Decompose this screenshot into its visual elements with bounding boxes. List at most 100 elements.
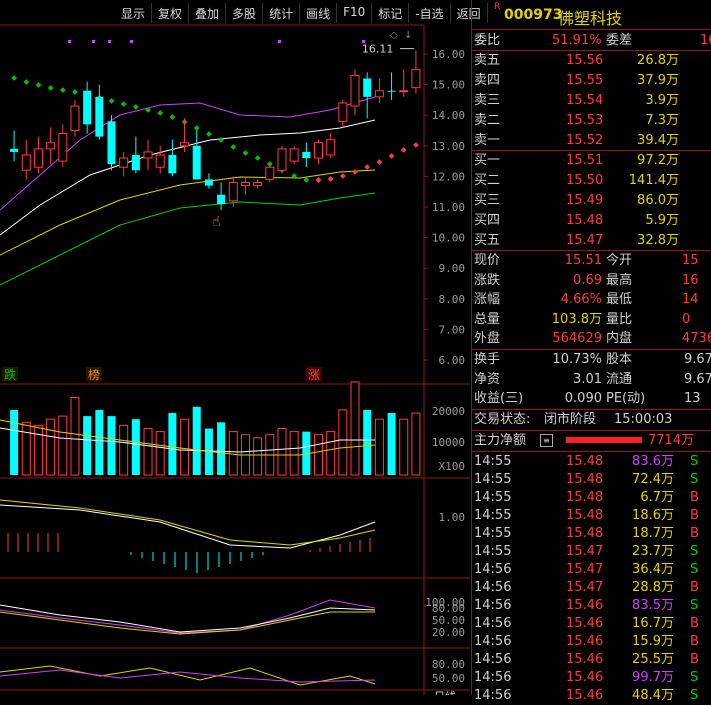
candle-body <box>107 121 116 165</box>
stat-value: 0.090 <box>564 391 602 406</box>
quote-panel: R 000973 佛塑科技 委比 51.91% 委差 16 卖五 15.56 26.8万卖四… <box>471 0 711 703</box>
volume-bar <box>302 431 311 475</box>
kline-chart[interactable]: 16.00 15.00 14.00 13.00 12.00 11.00 10.00 9.00 8… <box>0 0 470 703</box>
toolbar-btn-0[interactable]: 显示 <box>115 3 153 23</box>
candle-body <box>338 102 348 122</box>
tick-volume: 83.5万 <box>632 598 674 613</box>
price-tick-label: 16.00 <box>432 48 465 61</box>
tick-volume: 72.4万 <box>632 472 674 487</box>
stock-code: 000973 <box>504 7 563 23</box>
tab-daily[interactable]: 日线 <box>434 689 456 703</box>
tick-row: 14:55 15.48 18.6万 B <box>472 506 711 525</box>
bid-row: 买三 15.49 86.0万 <box>472 191 711 210</box>
volume-bar <box>119 424 129 476</box>
main-flow-bar <box>566 437 642 443</box>
sar-dot <box>206 131 212 137</box>
toolbar-btn-5[interactable]: 画线 <box>300 3 338 23</box>
list-icon[interactable]: ≡ <box>540 434 553 447</box>
volume-bar <box>131 419 140 475</box>
candle-body <box>21 154 31 171</box>
candle-body <box>33 148 43 168</box>
candle-body <box>314 142 323 159</box>
bid-price: 15.47 <box>566 233 604 248</box>
kdj-tick-label: 80.00 <box>432 602 465 615</box>
stat-value: 15.51 <box>564 253 602 268</box>
stat-row: 收益(三) 0.090 PE(动) 13 <box>472 389 711 408</box>
stat-label: 最高 <box>606 272 633 288</box>
ask-price: 15.53 <box>566 113 604 128</box>
stat-value: 9.67 <box>684 371 711 387</box>
stock-tag: R <box>494 2 501 12</box>
volume-bar <box>180 418 190 476</box>
volume-bar <box>411 412 421 476</box>
price-tick-label: 12.00 <box>432 170 465 183</box>
sar-dot <box>376 159 383 165</box>
toolbar-btn-9[interactable]: 返回 <box>451 3 488 23</box>
bid-row: 买五 15.47 32.8万 <box>472 231 711 250</box>
rsi-line <box>0 665 376 686</box>
tick-volume: 28.8万 <box>632 580 674 595</box>
volume-bar <box>326 431 336 476</box>
divider <box>472 430 711 431</box>
chart-marker-label: 榜 <box>88 367 100 382</box>
stat-label: 内盘 <box>606 331 633 346</box>
candle-body <box>119 157 129 168</box>
main-flow-label: 主力净额 <box>474 433 527 448</box>
tick-price: 15.47 <box>566 580 604 595</box>
candle-body <box>289 148 299 162</box>
toolbar-btn-4[interactable]: 统计 <box>263 3 301 23</box>
kline-chart-area[interactable]: 16.00 15.00 14.00 13.00 12.00 11.00 10.00 9.00 8… <box>0 0 470 703</box>
volume-bar <box>83 416 92 475</box>
kdj-tick-label: 20.00 <box>432 626 465 639</box>
volume-bar <box>350 381 360 476</box>
tick-price: 15.48 <box>566 508 604 523</box>
bid-label: 买四 <box>474 213 501 228</box>
toolbar-btn-6[interactable]: F10 <box>337 3 373 23</box>
stat-label: 收益(三) <box>474 391 524 406</box>
stat-value: 15 <box>682 253 699 268</box>
sar-dot <box>193 125 200 131</box>
sar-dot <box>400 147 407 153</box>
stat-label: 现价 <box>474 253 501 268</box>
trade-status-label: 交易状态: <box>474 412 531 427</box>
toolbar-btn-1[interactable]: 复权 <box>152 3 190 23</box>
candle-body <box>277 148 287 171</box>
ask-price: 15.54 <box>566 93 604 108</box>
stat-value: 103.8万 <box>551 311 602 327</box>
stat-value: 0.69 <box>573 272 602 288</box>
sar-dot <box>315 177 322 183</box>
tick-side: S <box>690 688 699 703</box>
ask-label: 卖四 <box>474 73 501 88</box>
price-tick-label: 9.00 <box>439 262 466 275</box>
bid-row: 买二 15.50 141.4万 <box>472 171 711 190</box>
volume-bar <box>387 413 396 475</box>
sar-dot <box>120 101 127 107</box>
tick-price: 15.46 <box>566 652 604 667</box>
volume-bar <box>217 422 226 475</box>
stat-value: 4.66% <box>560 292 602 307</box>
tick-time: 14:56 <box>474 670 512 685</box>
candle-body <box>192 145 201 180</box>
toolbar-btn-7[interactable]: 标记 <box>372 3 410 23</box>
chart-marker-bg <box>306 367 322 381</box>
divider <box>472 150 711 151</box>
candle-body <box>265 166 275 180</box>
tick-volume: 48.4万 <box>632 688 674 703</box>
weicha-label: 委差 <box>606 33 633 48</box>
tick-side: B <box>690 508 699 523</box>
volume-tick-label: X100 <box>439 460 466 473</box>
toolbar-btn-2[interactable]: 叠加 <box>189 3 227 23</box>
tick-row: 14:56 15.46 15.9万 B <box>472 632 711 651</box>
bid-volume: 141.4万 <box>628 173 679 188</box>
toolbar-btn-8[interactable]: -自选 <box>409 3 451 23</box>
volume-bar <box>46 418 56 476</box>
tick-price: 15.48 <box>566 472 604 487</box>
bid-label: 买二 <box>474 173 501 188</box>
tick-volume: 16.7万 <box>632 616 674 631</box>
bid-price: 15.49 <box>566 193 604 208</box>
toolbar-btn-3[interactable]: 多股 <box>226 3 264 23</box>
divider <box>472 50 711 51</box>
bid-row: 买一 15.51 97.2万 <box>472 151 711 170</box>
volume-bar <box>228 431 238 476</box>
tick-price: 15.48 <box>566 490 604 505</box>
